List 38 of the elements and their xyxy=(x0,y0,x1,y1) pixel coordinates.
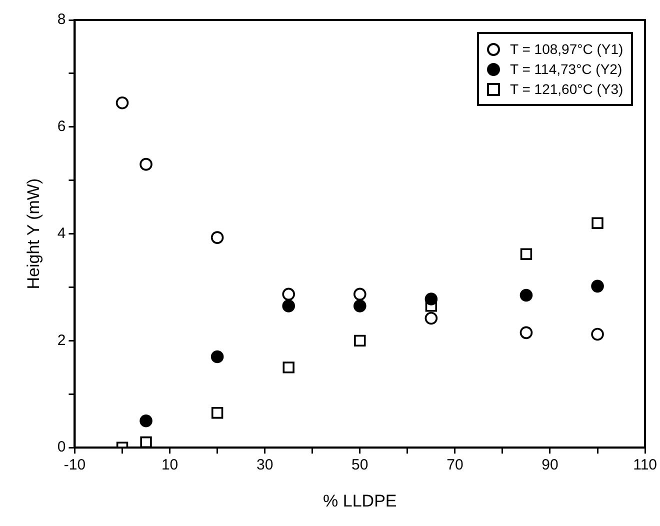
x-tick-label: -10 xyxy=(64,456,86,474)
point xyxy=(354,334,366,347)
y-axis-title: Height Y (mW) xyxy=(24,178,43,290)
x-tick-label: 110 xyxy=(633,456,658,474)
point xyxy=(424,312,438,325)
legend-label: T = 114,73°C (Y2) xyxy=(510,60,622,79)
point xyxy=(424,292,438,306)
legend-label: T = 121,60°C (Y3) xyxy=(510,80,624,99)
point xyxy=(282,300,296,312)
point xyxy=(140,436,152,448)
point xyxy=(353,288,366,301)
point xyxy=(282,362,294,374)
y-tick-label: 8 xyxy=(57,11,66,28)
point xyxy=(591,280,604,293)
point xyxy=(520,288,533,302)
point xyxy=(591,328,604,341)
point xyxy=(353,300,366,312)
point xyxy=(520,248,532,260)
point xyxy=(210,231,224,244)
point xyxy=(210,350,224,364)
point xyxy=(592,217,604,229)
y-tick-label: 2 xyxy=(57,332,66,349)
x-tick-label: 70 xyxy=(446,456,464,474)
x-axis-title: % LLDPE xyxy=(323,491,397,510)
y-tick-label: 4 xyxy=(57,224,66,242)
legend-label: T = 108,97°C (Y1) xyxy=(510,40,624,59)
point xyxy=(520,326,533,340)
x-tick-label: 90 xyxy=(542,456,558,474)
point xyxy=(140,414,152,428)
point xyxy=(211,407,224,419)
point xyxy=(282,288,296,301)
y-tick-label: 0 xyxy=(57,438,66,456)
y-tick-label: 6 xyxy=(57,118,66,136)
x-tick-label: 30 xyxy=(256,456,274,474)
point xyxy=(116,96,129,110)
point xyxy=(140,158,152,171)
x-tick-label: 10 xyxy=(161,456,178,474)
x-tick-label: 50 xyxy=(352,456,368,474)
